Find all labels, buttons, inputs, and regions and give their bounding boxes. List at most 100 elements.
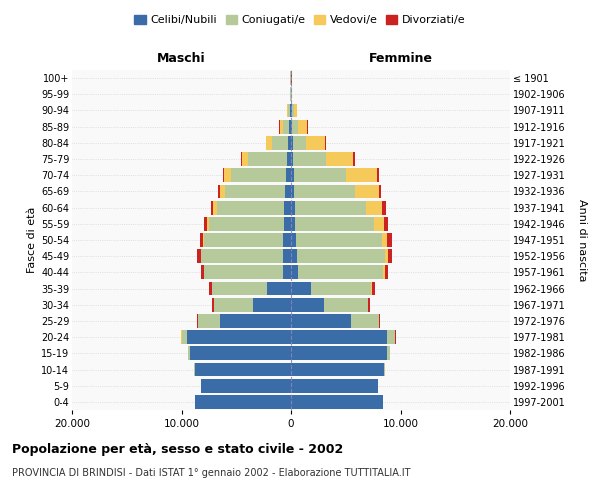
- Bar: [187, 330, 291, 344]
- Bar: [287, 104, 288, 118]
- Bar: [379, 184, 382, 198]
- Text: Femmine: Femmine: [368, 52, 433, 65]
- Bar: [284, 200, 291, 214]
- Bar: [384, 362, 385, 376]
- Bar: [291, 379, 377, 392]
- Bar: [374, 217, 384, 230]
- Bar: [242, 152, 248, 166]
- Bar: [291, 184, 294, 198]
- Bar: [388, 250, 392, 263]
- Bar: [181, 330, 187, 344]
- Bar: [291, 395, 383, 409]
- Bar: [291, 200, 295, 214]
- Bar: [290, 104, 291, 118]
- Bar: [286, 168, 291, 182]
- Bar: [388, 330, 395, 344]
- Bar: [211, 200, 213, 214]
- Bar: [225, 184, 285, 198]
- Legend: Celibi/Nubili, Coniugati/e, Vedovi/e, Divorziati/e: Celibi/Nubili, Coniugati/e, Vedovi/e, Di…: [130, 10, 470, 30]
- Bar: [298, 120, 307, 134]
- Bar: [291, 282, 311, 296]
- Bar: [220, 184, 225, 198]
- Bar: [297, 250, 385, 263]
- Bar: [293, 136, 306, 149]
- Bar: [200, 250, 201, 263]
- Bar: [377, 168, 379, 182]
- Bar: [231, 168, 286, 182]
- Bar: [207, 217, 209, 230]
- Y-axis label: Anni di nascita: Anni di nascita: [577, 198, 587, 281]
- Bar: [371, 282, 372, 296]
- Bar: [293, 152, 326, 166]
- Bar: [291, 104, 292, 118]
- Bar: [311, 282, 371, 296]
- Bar: [212, 298, 214, 312]
- Bar: [197, 314, 198, 328]
- Bar: [298, 266, 383, 280]
- Bar: [383, 266, 385, 280]
- Bar: [291, 266, 298, 280]
- Bar: [213, 200, 217, 214]
- Bar: [379, 314, 380, 328]
- Bar: [388, 346, 390, 360]
- Bar: [291, 233, 296, 247]
- Bar: [220, 314, 291, 328]
- Bar: [224, 168, 231, 182]
- Bar: [293, 104, 297, 118]
- Bar: [267, 282, 291, 296]
- Bar: [385, 266, 388, 280]
- Bar: [346, 168, 377, 182]
- Bar: [291, 362, 384, 376]
- Bar: [201, 266, 204, 280]
- Bar: [272, 136, 288, 149]
- Bar: [214, 298, 253, 312]
- Bar: [384, 217, 388, 230]
- Bar: [241, 152, 242, 166]
- Bar: [382, 200, 386, 214]
- Bar: [388, 233, 392, 247]
- Bar: [204, 217, 207, 230]
- Bar: [382, 233, 388, 247]
- Bar: [295, 217, 374, 230]
- Bar: [288, 104, 290, 118]
- Bar: [248, 152, 287, 166]
- Bar: [385, 250, 388, 263]
- Bar: [355, 184, 379, 198]
- Bar: [292, 120, 298, 134]
- Bar: [295, 200, 366, 214]
- Bar: [372, 282, 376, 296]
- Text: Popolazione per età, sesso e stato civile - 2002: Popolazione per età, sesso e stato civil…: [12, 442, 343, 456]
- Bar: [201, 379, 291, 392]
- Bar: [292, 104, 293, 118]
- Bar: [291, 120, 292, 134]
- Bar: [306, 136, 325, 149]
- Bar: [283, 266, 291, 280]
- Bar: [203, 233, 205, 247]
- Bar: [291, 168, 294, 182]
- Bar: [287, 152, 291, 166]
- Bar: [253, 298, 291, 312]
- Bar: [190, 346, 291, 360]
- Bar: [296, 233, 382, 247]
- Bar: [291, 298, 324, 312]
- Text: PROVINCIA DI BRINDISI - Dati ISTAT 1° gennaio 2002 - Elaborazione TUTTITALIA.IT: PROVINCIA DI BRINDISI - Dati ISTAT 1° ge…: [12, 468, 410, 477]
- Bar: [351, 314, 379, 328]
- Bar: [188, 346, 190, 360]
- Bar: [197, 250, 200, 263]
- Bar: [326, 152, 353, 166]
- Bar: [218, 184, 220, 198]
- Bar: [212, 282, 267, 296]
- Bar: [284, 217, 291, 230]
- Text: Maschi: Maschi: [157, 52, 206, 65]
- Bar: [294, 184, 355, 198]
- Bar: [209, 282, 212, 296]
- Bar: [223, 168, 224, 182]
- Bar: [366, 200, 382, 214]
- Bar: [291, 217, 295, 230]
- Bar: [283, 120, 289, 134]
- Bar: [291, 152, 293, 166]
- Bar: [201, 250, 283, 263]
- Bar: [285, 184, 291, 198]
- Bar: [194, 395, 291, 409]
- Bar: [368, 298, 370, 312]
